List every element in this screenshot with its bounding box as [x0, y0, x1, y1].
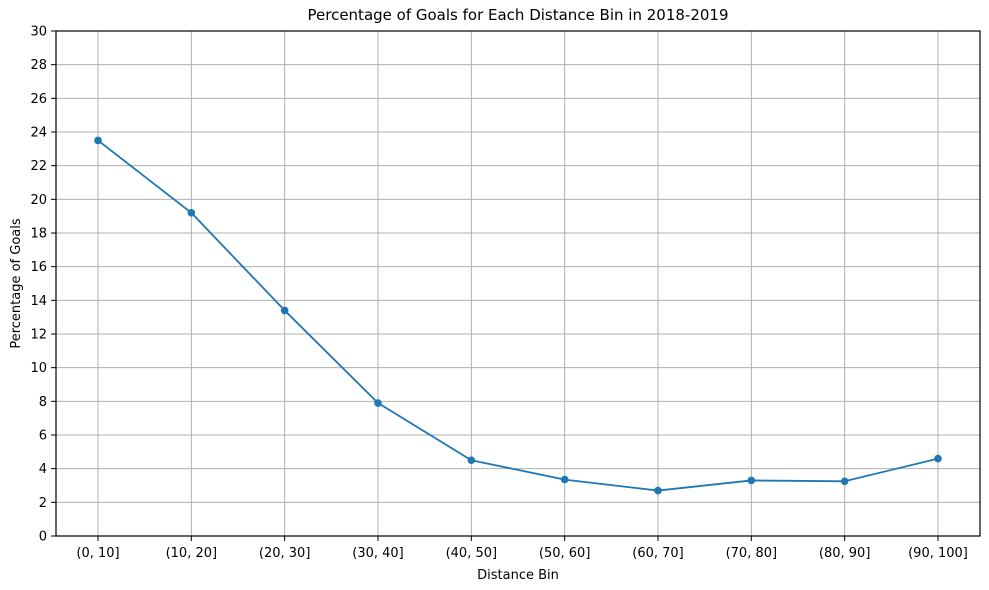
data-point-marker [934, 454, 942, 463]
data-series-layer [94, 136, 942, 495]
y-tick-label: 20 [30, 193, 47, 208]
y-tick-label: 24 [30, 126, 47, 141]
data-point-marker [280, 306, 289, 315]
x-tick-label: (70, 80] [726, 546, 778, 561]
y-tick-label: 6 [39, 429, 47, 444]
y-tick-label: 14 [30, 294, 47, 309]
y-axis-label: Percentage of Goals [9, 218, 24, 349]
y-tick-label: 4 [39, 462, 47, 477]
y-tick-label: 30 [30, 25, 47, 40]
x-tick-label: (50, 60] [539, 546, 591, 561]
data-point-marker [374, 399, 382, 407]
y-tick-label: 2 [39, 496, 47, 511]
data-line [97, 139, 939, 492]
x-tick-label: (10, 20] [166, 546, 218, 561]
x-tick-label: (90, 100] [908, 546, 968, 561]
data-point-marker [560, 475, 569, 484]
y-tick-label: 10 [30, 361, 47, 376]
y-tick-label: 16 [30, 260, 47, 275]
x-tick-label: (30, 40] [352, 546, 404, 561]
plot-frame [55, 30, 981, 537]
data-point-marker [94, 136, 102, 145]
x-tick-label: (0, 10] [76, 546, 119, 561]
x-tick-label: (40, 50] [446, 546, 498, 561]
y-tick-label: 22 [30, 159, 47, 174]
y-tick-label: 8 [39, 395, 47, 410]
data-point-marker [467, 456, 476, 465]
grid-layer [56, 30, 980, 537]
x-axis-label: Distance Bin [477, 568, 559, 583]
y-tick-label: 18 [30, 227, 47, 242]
y-tick-label: 0 [39, 530, 47, 545]
data-point-marker [654, 486, 662, 495]
y-tick-label: 28 [30, 58, 47, 73]
data-point-marker [187, 209, 196, 217]
y-tick-label: 12 [30, 328, 47, 343]
x-tick-label: (80, 90] [819, 546, 871, 561]
y-tick-label: 26 [30, 92, 47, 107]
data-point-marker [747, 476, 756, 485]
x-tick-label: (60, 70] [632, 546, 684, 561]
x-tick-label: (20, 30] [259, 546, 311, 561]
chart-title: Percentage of Goals for Each Distance Bi… [308, 6, 729, 24]
data-point-marker [840, 477, 849, 486]
